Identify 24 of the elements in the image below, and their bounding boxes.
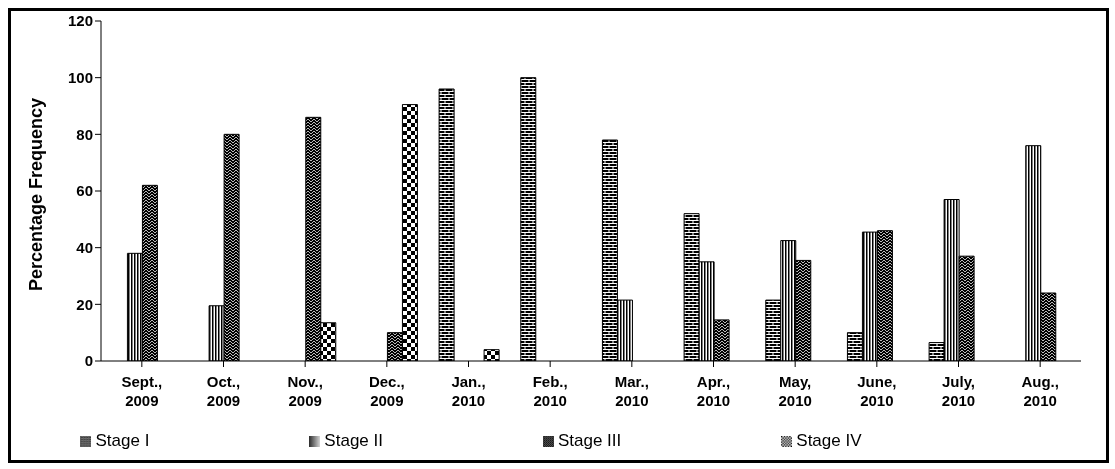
x-tick-label: Nov., 2009	[287, 373, 323, 409]
x-tick-label: Jan., 2010	[451, 373, 486, 409]
y-tick-label: 100	[67, 68, 93, 86]
y-axis-title: Percentage Frequency	[26, 97, 47, 291]
legend-label: Stage IV	[796, 431, 862, 450]
x-tick-label: Mar., 2010	[614, 373, 649, 409]
x-tick-label: June, 2010	[857, 373, 897, 409]
x-tick-label: Aug., 2010	[1021, 373, 1059, 409]
x-tick-label: July, 2010	[941, 373, 976, 409]
x-tick-label: Sept., 2009	[121, 373, 163, 409]
legend-label: Stage I	[95, 431, 150, 450]
y-tick-label: 40	[76, 238, 93, 256]
y-tick-label: 120	[67, 12, 93, 30]
x-tick-label: Oct., 2009	[206, 373, 241, 409]
y-tick-label: 20	[76, 295, 93, 313]
y-tick-label: 80	[76, 125, 93, 143]
legend-label: Stage II	[324, 431, 383, 450]
y-tick-label: 60	[76, 182, 93, 200]
x-tick-label: Feb., 2010	[532, 373, 568, 409]
x-tick-label: Apr., 2010	[696, 373, 731, 409]
x-tick-label: May, 2010	[778, 373, 812, 409]
y-tick-label: 0	[84, 352, 93, 370]
x-tick-label: Dec., 2009	[368, 373, 405, 409]
legend-label: Stage III	[557, 431, 622, 450]
